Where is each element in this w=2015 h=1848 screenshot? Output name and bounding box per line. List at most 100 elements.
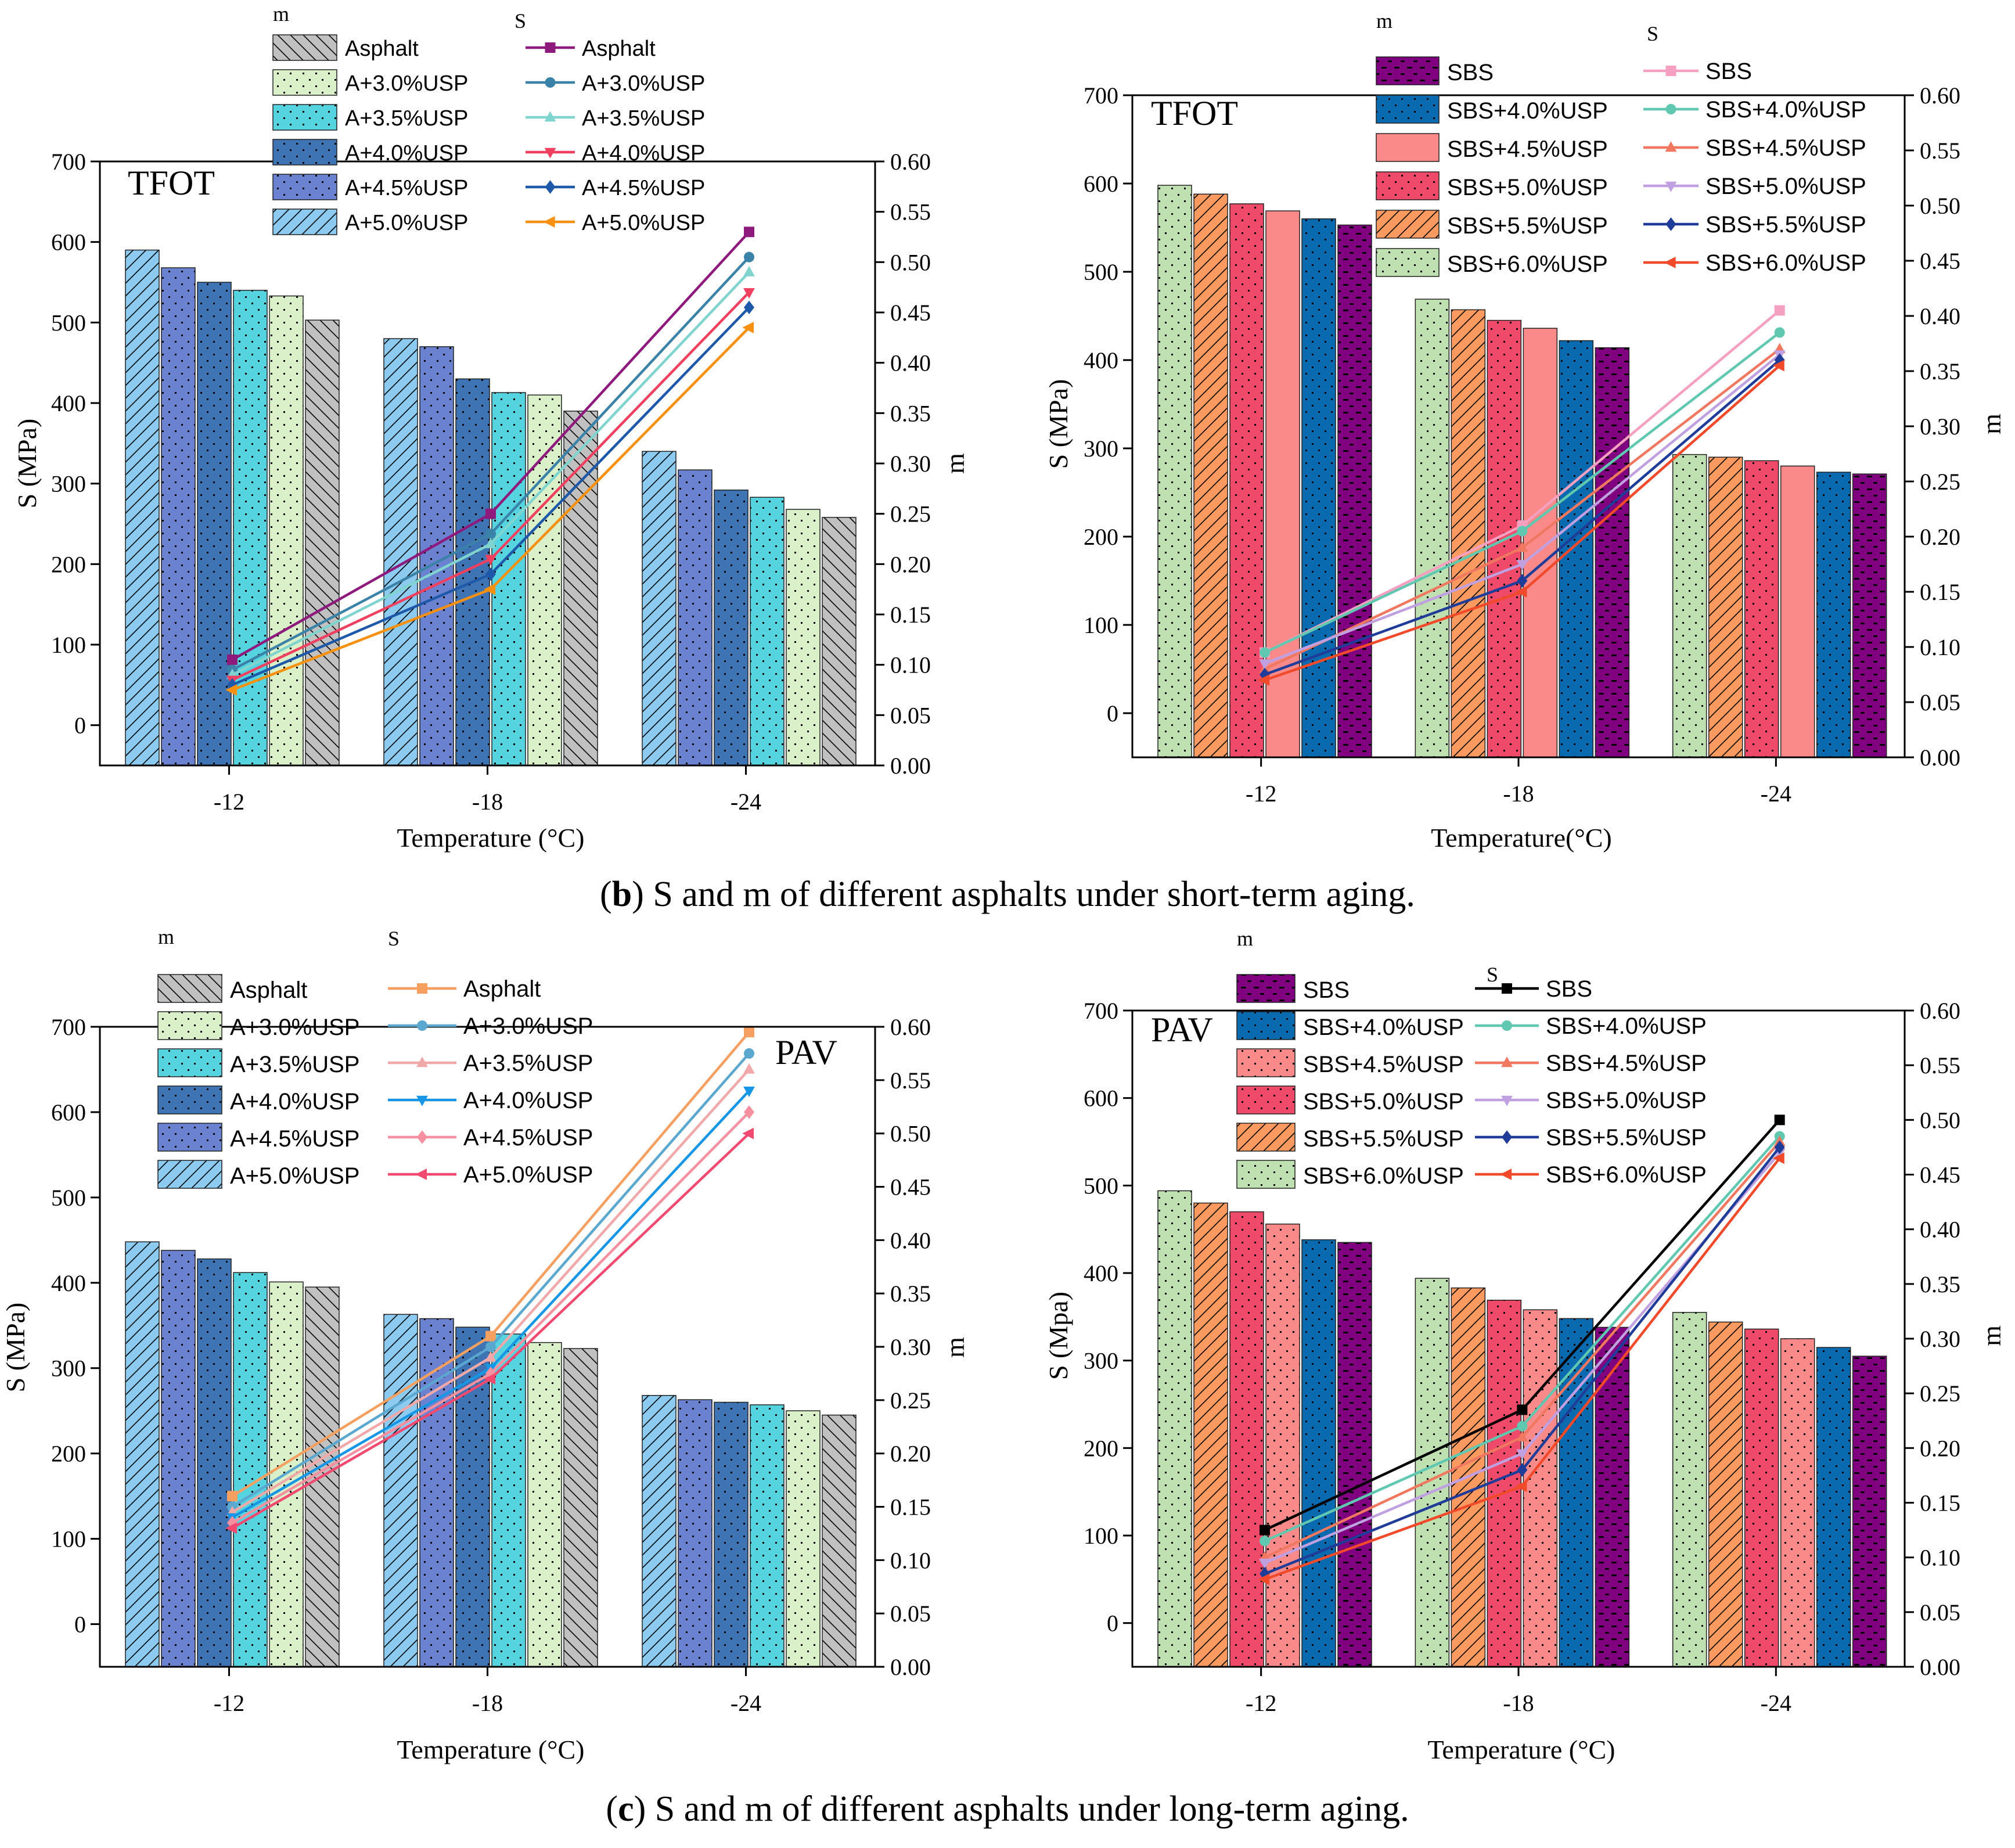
caption-short-term-open: ( xyxy=(600,875,612,914)
y2-tick-label: 0.25 xyxy=(890,501,931,527)
marker-a-3-0-usp--18 xyxy=(485,528,496,540)
y2-tick-label: 0.05 xyxy=(1920,1599,1960,1626)
marker-sbs-5-5-usp--18 xyxy=(1517,1463,1528,1477)
caption-short-term-letter: b xyxy=(612,875,632,914)
legend-swatch-sbs-6-0-usp xyxy=(1376,248,1440,277)
legend-swatch-a-4-0-usp xyxy=(272,139,337,166)
axes: 0 100 200 300 400 500 600 700 0.00 0.05 0.10 0.15 0.… xyxy=(51,1014,931,1716)
legend-m-label-sbs-6-0-usp: SBS+6.0%USP xyxy=(1447,251,1608,277)
legend-s-label-a-5-0-usp: A+5.0%USP xyxy=(582,211,705,235)
legend-marker-a-3-5-usp xyxy=(416,1056,428,1067)
y2-tick-label: 0.15 xyxy=(1920,1490,1960,1516)
y-tick-label: 500 xyxy=(1084,259,1118,285)
bar-a-3-0-usp--24 xyxy=(786,509,821,766)
y2-tick-label: 0.40 xyxy=(1920,303,1960,329)
legend-m-label-asphalt: Asphalt xyxy=(345,37,419,61)
legend-swatch-a-4-0-usp xyxy=(157,1085,222,1114)
legend-swatch-asphalt xyxy=(272,34,337,61)
bar-sbs--12 xyxy=(1337,1242,1372,1667)
bar-sbs-4-0-usp--18 xyxy=(1559,340,1594,758)
legend: m S Asphalt A+3.0%USP A+3.5%USP A+4.0%USP A+4.… xyxy=(272,2,705,235)
y2-tick-label: 0.45 xyxy=(1920,248,1960,274)
marker-sbs-5-0-usp--18 xyxy=(1516,1449,1528,1460)
y2-tick-label: 0.30 xyxy=(1920,1326,1960,1352)
bar-sbs-4-0-usp--24 xyxy=(1816,1347,1851,1667)
legend-m-label-asphalt: Asphalt xyxy=(230,977,307,1003)
y2-tick-label: 0.45 xyxy=(890,1174,931,1200)
bar-a-4-5-usp--12 xyxy=(161,1250,196,1667)
bar-a-5-0-usp--18 xyxy=(383,338,418,766)
marker-a-4-0-usp--18 xyxy=(485,555,496,566)
legend-m-label-a-3-5-usp: A+3.5%USP xyxy=(345,106,468,131)
y2-tick-label: 0.60 xyxy=(890,1014,931,1040)
legend-swatch-sbs-5-0-usp xyxy=(1236,1085,1296,1114)
line-group xyxy=(225,1027,755,1534)
caption-long-term-text: ) S and m of different asphalts under lo… xyxy=(634,1789,1409,1829)
bar-sbs-4-5-usp--12 xyxy=(1265,210,1300,758)
y2-tick-label: 0.30 xyxy=(890,451,931,477)
y-tick-label: 0 xyxy=(1107,700,1118,727)
panel-title: TFOT xyxy=(1151,94,1238,132)
legend-swatch-sbs-4-5-usp xyxy=(1376,133,1440,162)
legend-swatch-a-3-0-usp xyxy=(157,1011,222,1040)
legend-s-label-asphalt: Asphalt xyxy=(582,37,656,61)
bar-sbs--12 xyxy=(1337,224,1372,758)
legend-s-label-a-5-0-usp: A+5.0%USP xyxy=(463,1162,593,1188)
legend-m-label-a-3-0-usp: A+3.0%USP xyxy=(345,71,468,96)
axes: 0 100 200 300 400 500 600 700 0.00 0.05 0.10 0.15 0.… xyxy=(1084,82,1960,807)
legend-m-heading: m xyxy=(158,925,174,948)
y2-tick-label: 0.35 xyxy=(1920,358,1960,384)
bar-sbs-6-0-usp--24 xyxy=(1672,1312,1707,1667)
bar-sbs--18 xyxy=(1595,347,1630,758)
marker-sbs-4-5-usp--18 xyxy=(1516,541,1528,552)
marker-sbs--24 xyxy=(1774,305,1785,316)
y2-axis-label: m xyxy=(1977,414,2006,434)
y-tick-label: 700 xyxy=(51,149,86,175)
y-tick-label: 700 xyxy=(51,1014,86,1040)
legend: m S SBS SBS+4.0%USP SBS+4.5%USP SBS+5.0%USP SB… xyxy=(1236,927,1707,1189)
legend-m-label-sbs-4-0-usp: SBS+4.0%USP xyxy=(1303,1015,1464,1040)
y-tick-label: 500 xyxy=(51,1185,86,1211)
legend-s-label-sbs-6-0-usp: SBS+6.0%USP xyxy=(1546,1162,1707,1188)
bar-sbs-6-0-usp--12 xyxy=(1157,1190,1192,1667)
marker-sbs-5-0-usp--18 xyxy=(1516,560,1528,571)
legend-m-heading: m xyxy=(1376,9,1392,33)
y-tick-label: 100 xyxy=(51,632,86,658)
bar-group xyxy=(1157,1190,1887,1667)
legend-swatch-sbs xyxy=(1236,974,1296,1003)
legend-m-label-sbs: SBS xyxy=(1303,977,1350,1003)
marker-asphalt--12 xyxy=(227,1491,238,1502)
x-tick-label: -18 xyxy=(1503,1690,1534,1716)
bar-sbs--24 xyxy=(1852,473,1887,758)
legend-marker-a-5-0-usp xyxy=(415,1169,427,1180)
legend-marker-sbs-5-0-usp xyxy=(1665,181,1677,192)
y2-tick-label: 0.60 xyxy=(1920,82,1960,109)
y2-axis-label: m xyxy=(940,1337,970,1358)
bar-a-5-0-usp--12 xyxy=(125,1241,160,1667)
legend-s-label-sbs-5-0-usp: SBS+5.0%USP xyxy=(1705,174,1866,199)
marker-a-5-0-usp--24 xyxy=(742,322,754,333)
legend-swatch-a-5-0-usp xyxy=(272,208,337,235)
x-tick-label: -12 xyxy=(1246,781,1276,807)
bar-a-3-0-usp--24 xyxy=(786,1410,821,1667)
legend-marker-a-3-5-usp xyxy=(544,111,556,122)
bar-sbs-6-0-usp--12 xyxy=(1157,185,1192,758)
legend-m-label-a-3-0-usp: A+3.0%USP xyxy=(230,1015,359,1040)
y2-tick-label: 0.45 xyxy=(890,300,931,326)
legend-s-heading: S xyxy=(1647,22,1658,45)
y2-tick-label: 0.15 xyxy=(1920,579,1960,605)
y2-tick-label: 0.20 xyxy=(1920,524,1960,550)
marker-a-3-0-usp--24 xyxy=(744,251,754,263)
y-tick-label: 300 xyxy=(1084,436,1118,462)
panel-title: PAV xyxy=(775,1033,837,1072)
legend-s-label-sbs-4-5-usp: SBS+4.5%USP xyxy=(1705,135,1866,161)
y2-tick-label: 0.60 xyxy=(890,149,931,175)
y-tick-label: 700 xyxy=(1084,82,1118,109)
y2-tick-label: 0.20 xyxy=(890,551,931,577)
marker-sbs-6-0-usp--24 xyxy=(1772,1152,1784,1164)
marker-sbs-6-0-usp--12 xyxy=(1258,1573,1270,1585)
legend-s-label-a-3-0-usp: A+3.0%USP xyxy=(463,1013,593,1039)
y-tick-label: 100 xyxy=(1084,1523,1118,1549)
y2-tick-label: 0.00 xyxy=(890,753,931,779)
y-tick-label: 300 xyxy=(51,1356,86,1382)
